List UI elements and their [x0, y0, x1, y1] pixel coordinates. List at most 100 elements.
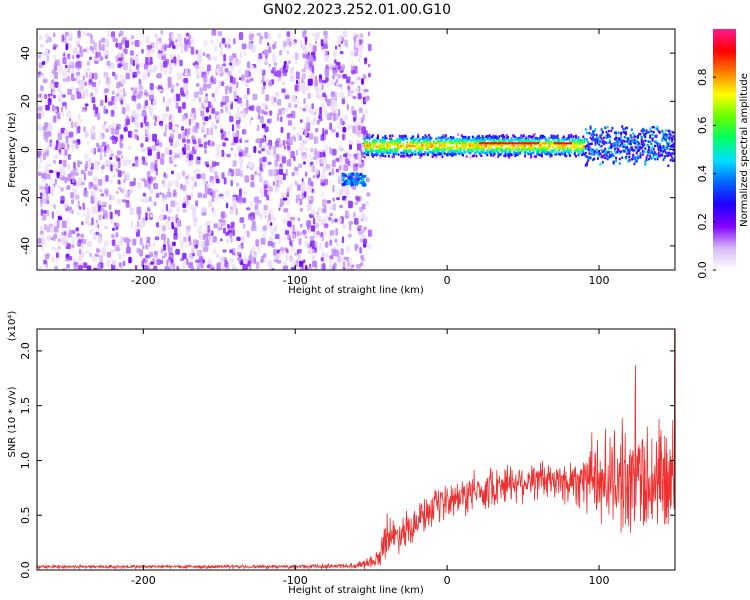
heatmap-cell	[599, 163, 602, 166]
heatmap-cell	[414, 138, 417, 141]
heatmap-cell	[660, 149, 663, 152]
heatmap-cell	[179, 59, 183, 67]
heatmap-cell	[42, 148, 48, 153]
heatmap-cell	[596, 157, 599, 160]
heatmap-cell	[266, 150, 271, 156]
heatmap-cell	[339, 188, 344, 196]
heatmap-cell	[260, 258, 264, 264]
heatmap-cell	[613, 137, 616, 141]
heatmap-cell	[595, 148, 598, 151]
heatmap-cell	[590, 153, 593, 156]
heatmap-cell	[587, 159, 590, 162]
heatmap-cell	[620, 140, 622, 144]
heatmap-cell	[185, 202, 190, 207]
heatmap-cell	[652, 151, 655, 155]
heatmap-cell	[130, 87, 134, 91]
heatmap-cell	[62, 53, 66, 57]
heatmap-cell	[170, 59, 174, 64]
heatmap-cell	[183, 143, 187, 152]
heatmap-cell	[212, 55, 218, 62]
heatmap-cell	[359, 247, 362, 254]
heatmap-cell	[492, 139, 495, 142]
heatmap-cell	[133, 177, 136, 186]
heatmap-cell	[168, 37, 173, 42]
heatmap-cell	[402, 150, 405, 153]
heatmap-cell	[541, 136, 543, 140]
heatmap-cell	[673, 142, 675, 145]
heatmap-cell	[409, 145, 412, 148]
heatmap-cell	[128, 67, 133, 73]
heatmap-cell	[396, 148, 399, 151]
heatmap-cell	[41, 87, 44, 91]
heatmap-cell	[93, 196, 98, 202]
heatmap-cell	[77, 160, 80, 168]
heatmap-cell	[663, 146, 666, 149]
heatmap-cell	[419, 147, 422, 150]
heatmap-cell	[384, 151, 387, 154]
heatmap-cell	[232, 252, 236, 256]
heatmap-cell	[290, 150, 295, 159]
heatmap-cell	[156, 258, 161, 266]
heatmap-cell	[347, 153, 352, 159]
heatmap-cell	[109, 156, 113, 160]
heatmap-cell	[384, 135, 387, 138]
heatmap-cell	[482, 142, 486, 145]
x-tick-label: -100	[283, 574, 308, 587]
heatmap-cell	[316, 89, 320, 96]
heatmap-cell	[88, 182, 92, 190]
heatmap-cell	[453, 150, 456, 153]
heatmap-cell	[264, 126, 269, 133]
heatmap-cell	[77, 114, 81, 120]
heatmap-cell	[493, 139, 496, 142]
heatmap-cell	[668, 151, 671, 155]
heatmap-cell	[609, 139, 612, 142]
heatmap-cell	[552, 142, 555, 145]
heatmap-cell	[309, 235, 315, 241]
heatmap-cell	[259, 157, 263, 164]
heatmap-cell	[229, 55, 233, 62]
heatmap-cell	[496, 147, 499, 151]
heatmap-cell	[357, 125, 361, 131]
heatmap-cell	[398, 138, 401, 141]
heatmap-cell	[321, 235, 324, 242]
heatmap-cell	[235, 207, 238, 216]
heatmap-cell	[248, 255, 253, 263]
heatmap-cell	[268, 186, 273, 192]
heatmap-cell	[406, 141, 409, 144]
heatmap-cell	[435, 137, 438, 141]
heatmap-cell	[452, 153, 455, 156]
heatmap-cell	[343, 261, 346, 268]
heatmap-cell	[413, 152, 416, 156]
heatmap-cell	[263, 204, 268, 211]
heatmap-cell	[302, 52, 306, 59]
heatmap-cell	[188, 154, 194, 161]
heatmap-cell	[164, 58, 169, 65]
heatmap-cell	[57, 128, 62, 132]
heatmap-cell	[419, 156, 422, 159]
heatmap-cell	[465, 144, 468, 147]
heatmap-cell	[199, 87, 204, 91]
heatmap-cell	[570, 142, 574, 145]
heatmap-cell	[632, 149, 635, 152]
heatmap-cell	[203, 75, 208, 83]
heatmap-cell	[473, 137, 475, 141]
heatmap-cell	[71, 136, 74, 144]
heatmap-cell	[290, 72, 294, 79]
heatmap-cell	[537, 148, 540, 151]
heatmap-cell	[600, 155, 603, 159]
heatmap-cell	[79, 118, 83, 123]
heatmap-cell	[103, 175, 106, 183]
heatmap-cell	[118, 42, 122, 50]
heatmap-cell	[449, 139, 452, 142]
heatmap-cell	[358, 107, 363, 114]
heatmap-cell	[492, 134, 495, 138]
heatmap-cell	[93, 42, 98, 51]
heatmap-cell	[350, 183, 354, 187]
heatmap-cell	[527, 144, 530, 147]
heatmap-cell	[429, 142, 433, 145]
heatmap-cell	[587, 156, 590, 159]
heatmap-cell	[218, 218, 224, 223]
heatmap-cell	[194, 145, 199, 150]
heatmap-cell	[502, 136, 505, 139]
heatmap-cell	[97, 267, 102, 270]
